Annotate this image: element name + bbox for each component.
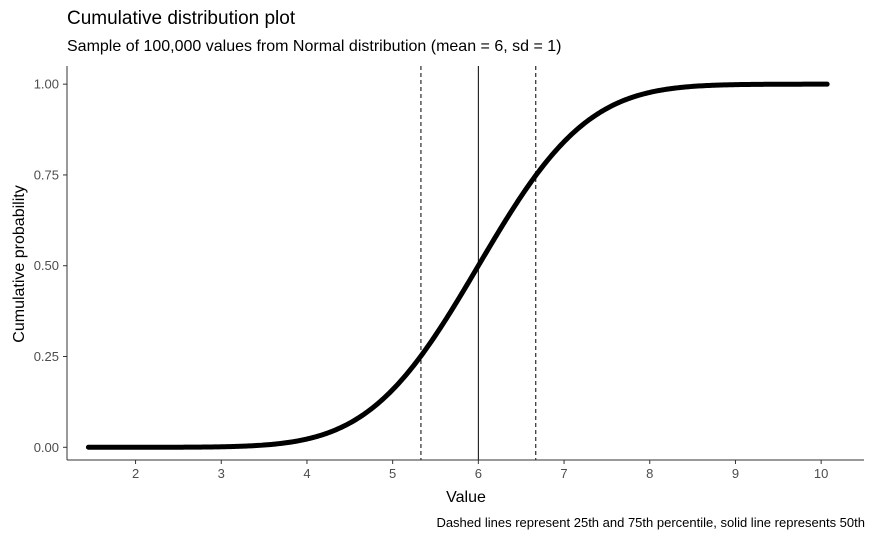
y-tick-label-4: 1.00: [34, 77, 59, 92]
chart-subtitle: Sample of 100,000 values from Normal dis…: [67, 38, 562, 55]
y-tick-label-3: 0.75: [34, 167, 59, 182]
y-tick-label-1: 0.25: [34, 349, 59, 364]
y-tick-label-2: 0.50: [34, 258, 59, 273]
x-tick-label-2: 2: [132, 466, 139, 481]
chart-title: Cumulative distribution plot: [67, 8, 296, 29]
x-tick-label-9: 9: [732, 466, 739, 481]
x-tick-label-7: 7: [560, 466, 567, 481]
chart-caption: Dashed lines represent 25th and 75th per…: [436, 515, 865, 530]
x-tick-label-10: 10: [814, 466, 828, 481]
axes: 2 3 4 5 6 7 8 9 10 0.00 0.25 0.50 0.75 1.00: [34, 66, 864, 481]
cdf-curve-layer: [85, 81, 830, 450]
x-tick-label-8: 8: [646, 466, 653, 481]
x-axis-title: Value: [446, 489, 486, 506]
x-tick-label-6: 6: [475, 466, 482, 481]
x-tick-label-3: 3: [218, 466, 225, 481]
y-tick-label-0: 0.00: [34, 440, 59, 455]
x-tick-label-4: 4: [303, 466, 310, 481]
cdf-curve: [85, 81, 830, 450]
x-tick-label-5: 5: [389, 466, 396, 481]
y-axis-title: Cumulative probability: [11, 185, 28, 342]
